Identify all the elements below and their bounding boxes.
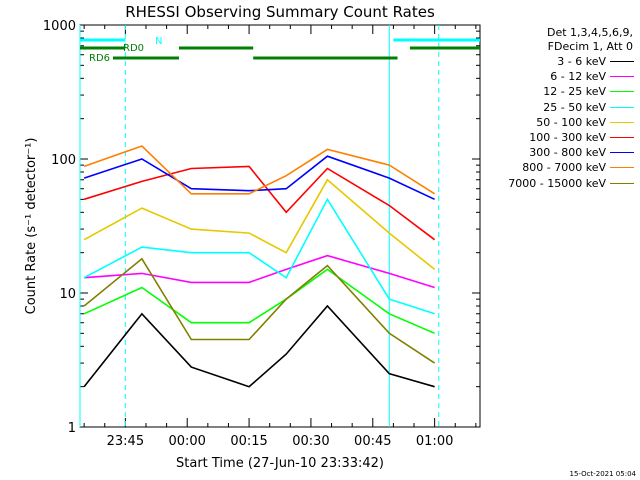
legend-label: 300 - 800 keV — [529, 146, 606, 160]
legend-label: 6 - 12 keV — [550, 70, 606, 84]
legend-item: 50 - 100 keV — [482, 115, 638, 130]
legend-label: 25 - 50 keV — [543, 100, 606, 114]
legend-item: 7000 - 15000 keV — [482, 176, 638, 191]
flag-label-n: N — [155, 36, 162, 47]
series-line — [83, 304, 435, 388]
x-tick-label: 00:00 — [168, 434, 205, 449]
chart-title: RHESSI Observing Summary Count Rates — [125, 3, 435, 21]
legend-label: 12 - 25 keV — [543, 85, 606, 99]
y-axis-label: Count Rate (s⁻¹ detector⁻¹) — [24, 138, 39, 315]
legend-label: 800 - 7000 keV — [522, 161, 606, 175]
flag-label-rd0: RD0 — [123, 43, 144, 54]
series-line — [83, 257, 436, 364]
legend-label: 50 - 100 keV — [536, 115, 606, 129]
y-tick-label: 1 — [68, 421, 76, 436]
legend-swatch — [610, 152, 634, 154]
legend-item: 100 - 300 keV — [482, 130, 638, 145]
legend-label: 3 - 6 keV — [557, 55, 606, 68]
legend-item: 6 - 12 keV — [482, 69, 638, 84]
legend-swatch — [610, 91, 634, 93]
legend-decimation-info: FDecim 1, Att 0 — [547, 40, 633, 53]
legend-swatch — [610, 182, 634, 184]
series-line — [83, 155, 435, 201]
series-line — [83, 165, 436, 241]
series-line — [83, 145, 436, 195]
legend-swatch — [610, 167, 634, 169]
legend-item: 800 - 7000 keV — [482, 160, 638, 175]
legend-label: 100 - 300 keV — [529, 130, 606, 144]
timestamp-footer: 15-Oct-2021 05:04 — [569, 470, 636, 478]
series-line — [84, 254, 435, 289]
legend-swatch — [610, 136, 634, 138]
x-axis-label: Start Time (27-Jun-10 23:33:42) — [176, 456, 384, 471]
x-tick-label: 00:45 — [354, 434, 391, 449]
y-tick-label: 10 — [59, 287, 76, 302]
legend-swatch — [610, 61, 634, 62]
x-tick-label: 00:30 — [292, 434, 329, 449]
series-line — [83, 197, 435, 315]
y-tick-label: 100 — [51, 153, 76, 168]
x-tick-label: 01:00 — [416, 434, 453, 449]
legend-item: 25 - 50 keV — [482, 100, 638, 115]
legend-item: 300 - 800 keV — [482, 145, 638, 160]
series-line — [83, 178, 436, 271]
legend-item: 12 - 25 keV — [482, 84, 638, 99]
plot-frame — [79, 24, 481, 428]
legend-swatch — [610, 76, 634, 78]
legend-swatch — [610, 106, 634, 108]
legend-swatch — [610, 121, 634, 123]
flag-label-rd6: RD6 — [89, 53, 110, 64]
x-tick-label: 23:45 — [107, 434, 144, 449]
x-tick-label: 00:15 — [230, 434, 267, 449]
series-line — [83, 268, 435, 335]
legend-detector-info: Det 1,3,4,5,6,9, — [546, 26, 633, 39]
y-tick-label: 1000 — [43, 19, 76, 34]
legend-item: 3 - 6 keV — [482, 54, 638, 69]
legend-label: 7000 - 15000 keV — [508, 176, 606, 190]
legend: Det 1,3,4,5,6,9, FDecim 1, Att 0 3 - 6 k… — [482, 26, 638, 191]
